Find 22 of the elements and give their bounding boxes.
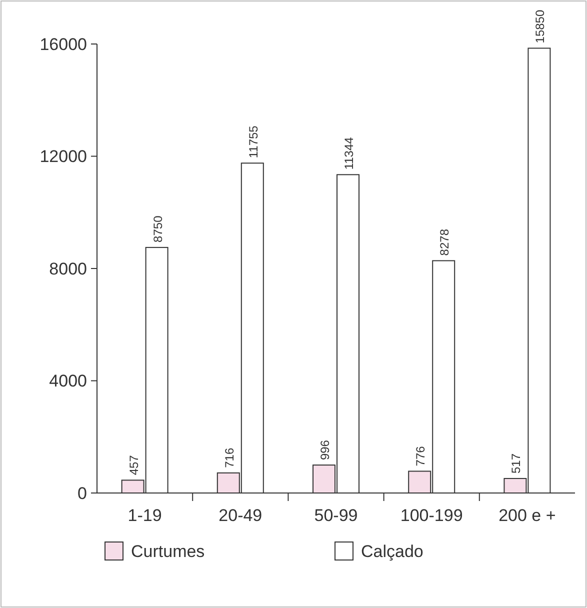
y-tick-label: 12000 <box>40 147 87 166</box>
data-label: 8750 <box>150 215 165 242</box>
y-tick-label: 4000 <box>49 372 87 391</box>
x-tick-label: 200 e + <box>498 506 556 525</box>
data-label: 8278 <box>438 228 452 256</box>
y-tick-label: 0 <box>78 484 87 503</box>
data-label: 15850 <box>533 10 548 44</box>
legend-label: Curtumes <box>131 542 205 561</box>
data-label: 11344 <box>342 136 356 170</box>
y-tick-label: 16000 <box>40 34 87 54</box>
data-label: 776 <box>414 446 428 466</box>
x-tick-label: 100-199 <box>400 506 463 525</box>
data-label: 457 <box>126 454 141 476</box>
data-label: 517 <box>509 453 524 474</box>
x-tick-label: 1-19 <box>128 506 162 525</box>
data-label: 996 <box>318 440 332 460</box>
data-label: 11755 <box>246 125 260 158</box>
data-label: 716 <box>222 448 236 468</box>
legend-label: Calçado <box>361 542 424 561</box>
x-tick-label: 20-49 <box>218 506 262 525</box>
y-tick-label: 8000 <box>49 259 87 278</box>
x-tick-label: 50-99 <box>314 506 358 525</box>
